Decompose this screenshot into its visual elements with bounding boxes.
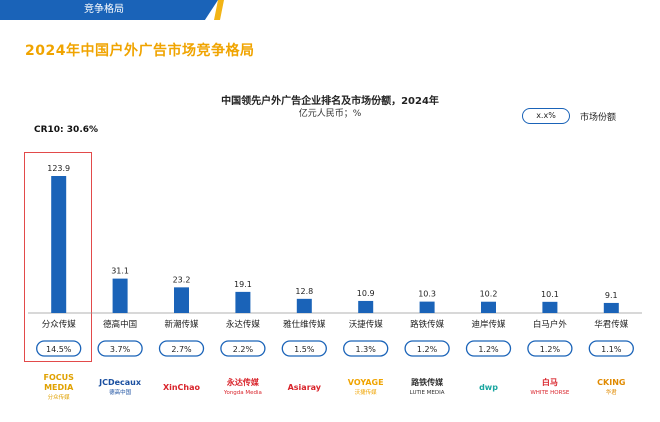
category-label-4: 永达传媒 <box>226 319 261 330</box>
logo-text-3: XinChao <box>162 383 201 392</box>
category-label-1: 分众传媒 <box>42 319 77 330</box>
category-label-7: 路铁传媒 <box>410 319 445 330</box>
share-label-5: 1.5% <box>294 345 315 354</box>
logo-text-4: 永达传媒 <box>226 378 259 387</box>
logo-3: XinChao <box>154 368 210 408</box>
logo-subtext-6: 沃捷传媒 <box>354 390 377 396</box>
share-label-9: 1.2% <box>540 345 561 354</box>
bar-6 <box>358 300 374 313</box>
logo-subtext-1: 分众传媒 <box>47 395 70 401</box>
cr10-label: CR10: 30.6% <box>34 125 99 135</box>
bar-10 <box>603 302 619 313</box>
logo-text-2: JCDecaux <box>99 378 142 387</box>
value-label-5: 12.8 <box>295 287 313 296</box>
category-label-8: 迪岸传媒 <box>471 319 506 330</box>
legend-share-pill: x.x% <box>522 108 570 124</box>
bar-5 <box>296 298 312 313</box>
logo-6: VOYAGE 沃捷传媒 <box>338 368 394 408</box>
logo-text-10: CKING <box>597 378 626 387</box>
value-label-6: 10.9 <box>357 289 375 298</box>
section-tab[interactable]: 竞争格局 <box>0 0 218 20</box>
category-label-6: 沃捷传媒 <box>349 319 384 330</box>
logo-subtext-4: Yongda Media <box>223 390 262 396</box>
logo-5: Asiaray <box>276 368 332 408</box>
logo-subtext-7: LUTIE MEDIA <box>409 390 445 396</box>
logo-text-8: dwp <box>479 383 498 392</box>
bar-3 <box>174 287 189 313</box>
legend-share-label: 市场份额 <box>580 113 617 123</box>
highlight-box <box>24 152 92 362</box>
logo-text-1: FOCUS MEDIA <box>43 373 74 392</box>
share-pill-5 <box>281 340 327 357</box>
share-pill-8 <box>465 340 512 357</box>
logo-subtext-10: 华君 <box>605 390 617 396</box>
share-pill-3 <box>158 340 205 357</box>
logo-subtext-2: 德高中国 <box>109 390 132 396</box>
share-pill-6 <box>343 340 389 357</box>
share-label-2: 3.7% <box>110 345 131 354</box>
share-pill-10 <box>588 340 634 357</box>
logo-8: dwp <box>461 368 517 408</box>
bar-1 <box>51 176 67 313</box>
logo-9: 白马 WHITE HORSE <box>522 368 578 408</box>
chart-subtitle: 亿元人民币；% <box>298 109 362 119</box>
page-title: 2024年中国户外广告市场竞争格局 <box>25 43 255 59</box>
logo-text-6: VOYAGE <box>347 378 384 387</box>
category-label-10: 华君传媒 <box>594 319 629 330</box>
value-label-10: 9.1 <box>605 291 618 300</box>
logo-2: JCDecaux 德高中国 <box>92 368 148 408</box>
chart-title: 中国领先户外广告企业排名及市场份额，2024年 <box>221 96 439 107</box>
bar-7 <box>419 301 435 313</box>
logo-text-9: 白马 <box>541 378 558 387</box>
bar-8 <box>481 301 496 313</box>
bar-4 <box>235 291 251 313</box>
share-label-7: 1.2% <box>417 345 438 354</box>
share-label-10: 1.1% <box>601 345 622 354</box>
logo-1: FOCUS MEDIA 分众传媒 <box>31 368 87 408</box>
share-pill-7 <box>404 340 450 357</box>
share-label-1: 14.5% <box>46 345 72 354</box>
logo-subtext-9: WHITE HORSE <box>530 390 570 396</box>
category-label-5: 雅仕维传媒 <box>283 319 326 330</box>
category-label-9: 白马户外 <box>533 319 568 330</box>
logo-7: 路铁传媒 LUTIE MEDIA <box>399 368 455 408</box>
logo-text-5: Asiaray <box>287 383 321 392</box>
value-label-4: 19.1 <box>234 280 252 289</box>
share-pill-1 <box>36 340 82 357</box>
value-label-7: 10.3 <box>418 290 436 299</box>
bar-2 <box>112 278 128 313</box>
tab-accent-stripe <box>214 0 224 20</box>
share-pill-4 <box>220 340 266 357</box>
value-label-9: 10.1 <box>541 290 559 299</box>
share-label-6: 1.3% <box>356 345 377 354</box>
share-pill-9 <box>527 340 573 357</box>
logo-text-7: 路铁传媒 <box>411 378 444 387</box>
share-pill-2 <box>97 340 143 357</box>
share-label-3: 2.7% <box>171 345 192 354</box>
category-label-2: 德高中国 <box>103 319 137 330</box>
bar-9 <box>542 301 558 313</box>
logo-10: CKING 华君 <box>583 368 639 408</box>
value-label-3: 23.2 <box>173 275 191 284</box>
value-label-8: 10.2 <box>480 290 498 299</box>
header-band: 竞争格局 <box>0 0 660 22</box>
value-label-1: 123.9 <box>47 164 70 173</box>
share-label-4: 2.2% <box>233 345 254 354</box>
share-label-8: 1.2% <box>478 345 499 354</box>
value-label-2: 31.1 <box>111 267 129 276</box>
category-label-3: 新潮传媒 <box>164 319 199 330</box>
logo-4: 永达传媒 Yongda Media <box>215 368 271 408</box>
logo-row: FOCUS MEDIA 分众传媒 JCDecaux 德高中国 XinChao 永达传媒 Yo… <box>20 368 640 414</box>
